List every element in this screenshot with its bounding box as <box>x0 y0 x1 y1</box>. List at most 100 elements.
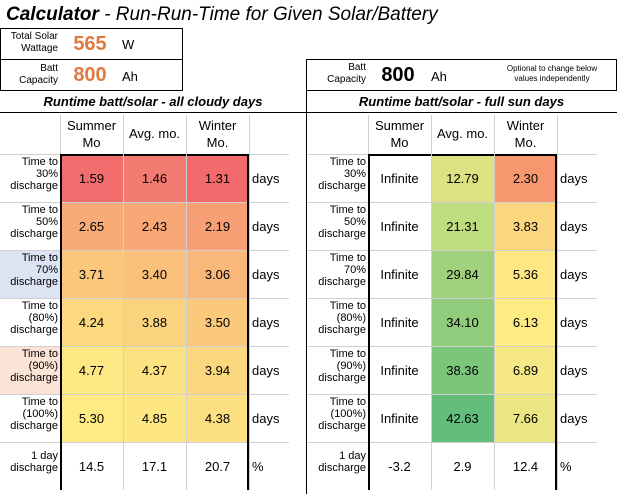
right-unit-label: days <box>560 410 588 426</box>
left-value-cell: 4.37 <box>123 346 186 394</box>
left-value-cell: 3.88 <box>123 298 186 346</box>
left-value-cell: 4.24 <box>60 298 123 346</box>
right-value-cell: 42.63 <box>431 394 494 442</box>
left-values-border <box>60 154 249 490</box>
right-batt-capacity-label: Batt Capacity <box>327 62 366 85</box>
left-value-cell: 4.38 <box>186 394 249 442</box>
right-value-cell: 6.13 <box>494 298 557 346</box>
right-col-divider <box>431 115 432 490</box>
left-row-divider <box>0 442 289 443</box>
right-value-cell: 21.31 <box>431 202 494 250</box>
left-pct-cell: 20.7 <box>204 458 231 474</box>
right-section-title: Runtime batt/solar - full sun days <box>358 94 565 109</box>
right-value-cell: Infinite <box>368 394 431 442</box>
right-value-cell: Infinite <box>368 298 431 346</box>
left-row-label: Time to (100%) discharge <box>10 396 58 432</box>
right-row-label: Time to (100%) discharge <box>318 396 366 432</box>
right-col-header-2: Winter Mo. <box>506 118 545 150</box>
right-value-cell: 6.89 <box>494 346 557 394</box>
right-value-cell: 12.79 <box>431 154 494 202</box>
right-col-divider <box>368 115 369 154</box>
left-unit-label: days <box>252 170 280 186</box>
left-unit-label: days <box>252 362 280 378</box>
left-col-divider <box>60 115 61 154</box>
batt-capacity-input[interactable]: 800 <box>73 64 107 86</box>
right-row-label: Time to 70% discharge <box>318 252 366 288</box>
right-row-label: Time to 30% discharge <box>318 156 366 192</box>
right-value-cell: 3.83 <box>494 202 557 250</box>
left-value-cell: 3.06 <box>186 250 249 298</box>
right-value-cell: Infinite <box>368 202 431 250</box>
left-row-label: 1 day discharge <box>10 450 58 474</box>
left-value-cell: 4.85 <box>123 394 186 442</box>
right-pct-cell: -3.2 <box>388 458 411 474</box>
right-batt-capacity-unit: Ah <box>431 69 447 84</box>
right-unit-label: days <box>560 218 588 234</box>
left-row-label: Time to (80%) discharge <box>10 300 58 336</box>
right-value-cell: 29.84 <box>431 250 494 298</box>
solar-wattage-input[interactable]: 565 <box>73 33 107 55</box>
right-unit-label: days <box>560 362 588 378</box>
right-value-cell: 7.66 <box>494 394 557 442</box>
left-row-label: Time to 70% discharge <box>0 250 60 298</box>
left-section-title: Runtime batt/solar - all cloudy days <box>43 94 263 109</box>
right-row-label: 1 day discharge <box>318 450 366 474</box>
right-row-label: Time to (90%) discharge <box>318 348 366 384</box>
left-value-cell: 4.77 <box>60 346 123 394</box>
right-row-label: Time to 50% discharge <box>318 204 366 240</box>
left-unit-label: days <box>252 314 280 330</box>
right-value-cell: Infinite <box>368 154 431 202</box>
right-row-divider <box>308 394 597 395</box>
right-row-divider <box>308 346 597 347</box>
left-row-divider <box>0 298 289 299</box>
left-row-divider <box>0 394 289 395</box>
right-col-divider <box>494 115 495 490</box>
left-row-divider <box>0 202 289 203</box>
right-unit-label: days <box>560 170 588 186</box>
right-batt-capacity-input[interactable]: 800 <box>381 64 415 86</box>
left-pct-unit: % <box>252 458 264 474</box>
left-row-label: Time to 30% discharge <box>10 156 58 192</box>
right-batt-box <box>306 59 617 91</box>
left-col-divider <box>123 115 124 490</box>
left-col-header-2: Winter Mo. <box>198 118 237 150</box>
left-value-cell: 1.59 <box>60 154 123 202</box>
left-pct-cell: 14.5 <box>78 458 105 474</box>
left-value-cell: 1.31 <box>186 154 249 202</box>
left-col-divider <box>186 115 187 490</box>
left-row-label: Time to 50% discharge <box>10 204 58 240</box>
left-value-cell: 1.46 <box>123 154 186 202</box>
right-values-border <box>368 154 557 490</box>
right-row-divider <box>308 298 597 299</box>
right-col-divider <box>557 115 558 490</box>
batt-capacity-label: Batt Capacity <box>19 63 58 86</box>
left-row-divider <box>0 346 289 347</box>
right-value-cell: 38.36 <box>431 346 494 394</box>
page-title: Calculator - Run-Run-Time for Given Sola… <box>6 4 438 25</box>
right-pct-cell: 12.4 <box>512 458 539 474</box>
left-row-divider <box>0 250 289 251</box>
optional-note: Optional to change below values independe… <box>506 64 598 83</box>
right-unit-label: days <box>560 266 588 282</box>
batt-capacity-unit: Ah <box>122 69 138 84</box>
right-pct-cell: 2.9 <box>453 458 472 474</box>
right-col-header-0: Summer Mo <box>374 118 425 150</box>
left-value-cell: 3.71 <box>60 250 123 298</box>
right-value-cell: 34.10 <box>431 298 494 346</box>
right-value-cell: 5.36 <box>494 250 557 298</box>
left-pct-cell: 17.1 <box>141 458 168 474</box>
right-row-divider <box>308 442 597 443</box>
left-value-cell: 3.40 <box>123 250 186 298</box>
left-value-cell: 5.30 <box>60 394 123 442</box>
left-value-cell: 2.43 <box>123 202 186 250</box>
right-value-cell: Infinite <box>368 250 431 298</box>
left-col-divider <box>249 115 250 490</box>
left-unit-label: days <box>252 218 280 234</box>
left-value-cell: 2.65 <box>60 202 123 250</box>
right-pct-unit: % <box>560 458 572 474</box>
left-row-label: Time to (90%) discharge <box>0 346 60 394</box>
right-row-label: Time to (80%) discharge <box>318 300 366 336</box>
left-unit-label: days <box>252 266 280 282</box>
left-col-header-0: Summer Mo <box>66 118 117 150</box>
left-unit-label: days <box>252 410 280 426</box>
